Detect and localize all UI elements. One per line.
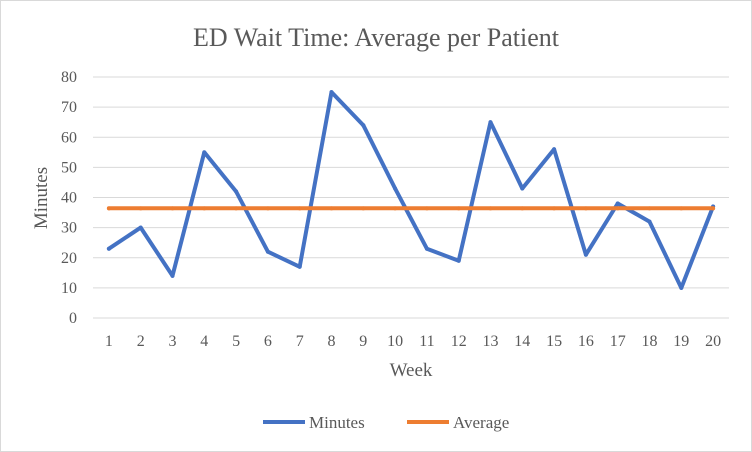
- data-point-minutes: [361, 123, 366, 128]
- chart-title: ED Wait Time: Average per Patient: [193, 23, 560, 52]
- data-point-average: [202, 206, 207, 211]
- x-tick-label: 15: [546, 333, 562, 350]
- y-tick-label: 40: [61, 190, 77, 207]
- y-tick-label: 50: [61, 159, 77, 176]
- data-point-average: [361, 206, 366, 211]
- data-point-minutes: [583, 252, 588, 257]
- x-tick-label: 20: [705, 333, 721, 350]
- y-axis-label: Minutes: [31, 167, 52, 229]
- data-point-average: [424, 206, 429, 211]
- data-point-minutes: [647, 219, 652, 224]
- data-point-average: [647, 206, 652, 211]
- x-tick-label: 7: [296, 333, 304, 350]
- x-tick-label: 6: [264, 333, 272, 350]
- x-tick-label: 16: [578, 333, 594, 350]
- data-point-average: [615, 206, 620, 211]
- x-tick-label: 4: [200, 333, 208, 350]
- x-tick-label: 8: [328, 333, 336, 350]
- data-point-average: [170, 206, 175, 211]
- data-point-average: [552, 206, 557, 211]
- y-tick-label: 0: [69, 310, 77, 327]
- x-tick-label: 17: [610, 333, 626, 350]
- data-point-minutes: [265, 249, 270, 254]
- x-tick-label: 13: [483, 333, 499, 350]
- legend-label-minutes: Minutes: [309, 413, 365, 432]
- data-point-minutes: [488, 120, 493, 125]
- data-point-minutes: [106, 246, 111, 251]
- x-tick-label: 2: [137, 333, 145, 350]
- legend: Minutes Average: [263, 413, 509, 432]
- data-point-minutes: [393, 186, 398, 191]
- x-tick-label: 10: [387, 333, 403, 350]
- data-point-average: [679, 206, 684, 211]
- data-point-minutes: [552, 147, 557, 152]
- data-point-minutes: [297, 264, 302, 269]
- data-point-minutes: [138, 225, 143, 230]
- data-point-average: [488, 206, 493, 211]
- y-tick-label: 30: [61, 220, 77, 237]
- y-tick-label: 20: [61, 250, 77, 267]
- data-point-minutes: [170, 273, 175, 278]
- x-axis-label: Week: [390, 360, 433, 381]
- x-axis-ticks: 1 2 3 4 5 6 7 8 9 10 11 12 13 14 15 16 17 18 19 20: [105, 333, 721, 350]
- x-tick-label: 12: [451, 333, 467, 350]
- x-tick-label: 1: [105, 333, 113, 350]
- data-point-average: [393, 206, 398, 211]
- data-point-minutes: [202, 150, 207, 155]
- x-tick-label: 9: [359, 333, 367, 350]
- y-tick-label: 10: [61, 280, 77, 297]
- data-point-average: [106, 206, 111, 211]
- data-point-average: [234, 206, 239, 211]
- data-point-minutes: [329, 90, 334, 95]
- x-tick-label: 14: [514, 333, 530, 350]
- data-point-average: [583, 206, 588, 211]
- legend-label-average: Average: [453, 413, 509, 432]
- series-lines: [106, 90, 716, 290]
- y-axis-ticks: 0 10 20 30 40 50 60 70 80: [61, 69, 77, 327]
- data-point-minutes: [456, 258, 461, 263]
- x-tick-label: 5: [232, 333, 240, 350]
- data-point-average: [138, 206, 143, 211]
- y-tick-label: 80: [61, 69, 77, 86]
- gridlines: [93, 76, 729, 319]
- y-tick-label: 60: [61, 129, 77, 146]
- x-tick-label: 18: [642, 333, 658, 350]
- data-point-minutes: [234, 189, 239, 194]
- x-tick-label: 3: [169, 333, 177, 350]
- series-line-minutes: [106, 90, 716, 290]
- data-point-minutes: [615, 201, 620, 206]
- y-tick-label: 70: [61, 99, 77, 116]
- data-point-average: [711, 206, 716, 211]
- data-point-minutes: [424, 246, 429, 251]
- x-tick-label: 19: [673, 333, 689, 350]
- data-point-average: [329, 206, 334, 211]
- x-tick-label: 11: [419, 333, 434, 350]
- data-point-minutes: [520, 186, 525, 191]
- data-point-minutes: [679, 285, 684, 290]
- data-point-average: [297, 206, 302, 211]
- data-point-average: [265, 206, 270, 211]
- data-point-average: [456, 206, 461, 211]
- data-point-average: [520, 206, 525, 211]
